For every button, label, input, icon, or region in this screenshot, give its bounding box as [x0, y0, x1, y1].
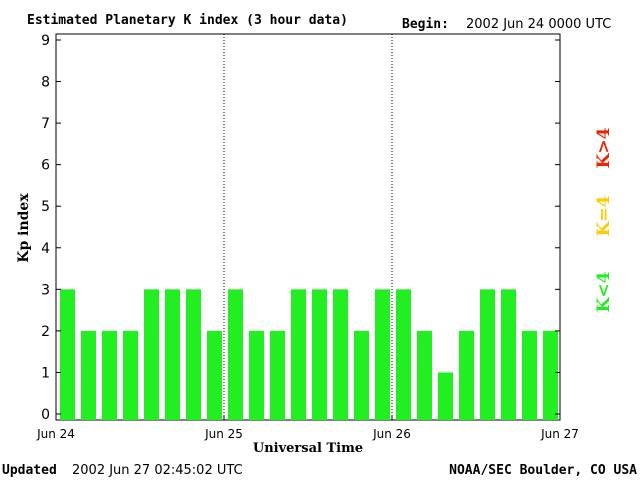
x-axis-ticks: Jun 24 Jun 25 Jun 26 Jun 27 — [36, 415, 579, 441]
bar-23 — [543, 330, 558, 420]
bar-21 — [501, 289, 516, 420]
bar-10 — [270, 330, 285, 420]
bar-8 — [228, 289, 243, 420]
y-axis-ticks: 0 1 2 3 4 5 6 7 8 9 — [41, 33, 560, 423]
begin-label: Begin: — [402, 17, 449, 32]
y-tick-label-6: 6 — [41, 158, 50, 174]
bar-16 — [396, 289, 411, 420]
x-tick-label-1: Jun 25 — [204, 427, 243, 441]
legend-item-2: K>4 — [594, 127, 614, 168]
bar-18 — [438, 372, 453, 420]
bar-5 — [165, 289, 180, 420]
y-tick-label-5: 5 — [41, 199, 50, 215]
day-separators — [223, 34, 393, 420]
bar-12 — [312, 289, 327, 420]
bar-14 — [354, 330, 369, 420]
bar-11 — [291, 289, 306, 420]
x-tick-label-2: Jun 26 — [372, 427, 411, 441]
x-tick-label-0: Jun 24 — [36, 427, 75, 441]
y-axis-label: Kp index — [16, 193, 32, 263]
updated-value: 2002 Jun 27 02:45:02 UTC — [72, 463, 243, 478]
updated-label: Updated — [2, 463, 57, 478]
bar-9 — [249, 330, 264, 420]
y-tick-label-1: 1 — [41, 365, 50, 381]
plot-area — [55, 33, 561, 421]
bar-4 — [144, 289, 159, 420]
y-tick-label-9: 9 — [41, 33, 50, 49]
begin-value: 2002 Jun 24 0000 UTC — [466, 17, 611, 32]
chart-title: Estimated Planetary K index (3 hour data… — [27, 13, 348, 28]
bar-22 — [522, 330, 537, 420]
y-tick-label-8: 8 — [41, 75, 50, 91]
bar-3 — [123, 330, 138, 420]
y-tick-label-0: 0 — [41, 407, 50, 423]
bar-0 — [60, 289, 75, 420]
bars-group — [60, 289, 558, 420]
y-tick-label-3: 3 — [41, 282, 50, 298]
bar-17 — [417, 330, 432, 420]
source-credit: NOAA/SEC Boulder, CO USA — [449, 463, 637, 478]
bar-15 — [375, 289, 390, 420]
y-tick-label-2: 2 — [41, 324, 50, 340]
bar-19 — [459, 330, 474, 420]
bar-7 — [207, 330, 222, 420]
legend-item-0: K<4 — [594, 271, 614, 312]
bar-1 — [81, 330, 96, 420]
legend: K<4 K=4 K>4 — [594, 127, 614, 312]
bar-20 — [480, 289, 495, 420]
bar-13 — [333, 289, 348, 420]
y-tick-label-4: 4 — [41, 241, 50, 257]
legend-item-1: K=4 — [594, 195, 614, 236]
x-axis-label: Universal Time — [253, 441, 363, 456]
x-tick-label-3: Jun 27 — [540, 427, 579, 441]
bar-2 — [102, 330, 117, 420]
y-tick-label-7: 7 — [41, 116, 50, 132]
bar-6 — [186, 289, 201, 420]
